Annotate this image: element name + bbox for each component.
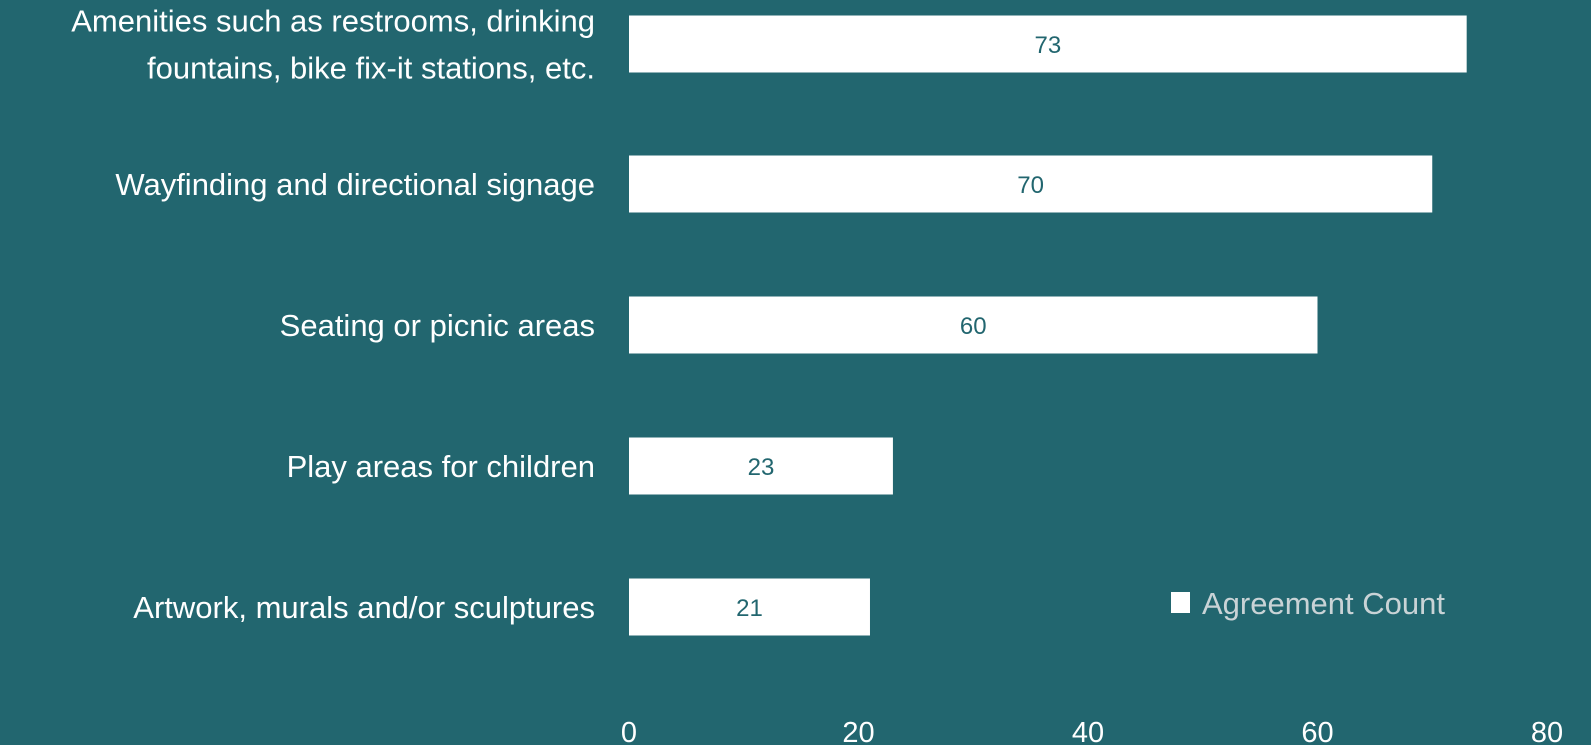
x-tick-label: 0: [621, 717, 637, 745]
category-label: Wayfinding and directional signage: [115, 167, 595, 202]
category-label: Artwork, murals and/or sculptures: [133, 590, 595, 625]
data-label: 60: [960, 313, 987, 340]
bar: [629, 155, 1433, 213]
category-label: fountains, bike fix-it stations, etc.: [147, 51, 595, 86]
data-label: 23: [748, 454, 775, 481]
legend-swatch: [1171, 592, 1190, 613]
bars-layer: 73 70 60 23 21: [629, 15, 1467, 636]
bar: [629, 578, 870, 636]
data-label: 21: [736, 595, 763, 622]
bar: [629, 15, 1467, 73]
x-tick-label: 80: [1531, 717, 1563, 745]
bar: [629, 296, 1318, 354]
x-tick-label: 40: [1072, 717, 1104, 745]
data-label: 73: [1034, 32, 1061, 59]
x-axis-ticks: 0 20 40 60 80: [621, 717, 1563, 745]
category-label: Amenities such as restrooms, drinking: [71, 4, 595, 39]
category-labels: Amenities such as restrooms, drinking fou…: [71, 4, 595, 626]
x-tick-label: 20: [842, 717, 874, 745]
data-label: 70: [1017, 172, 1044, 199]
bar: [629, 437, 893, 495]
category-label: Play areas for children: [287, 449, 595, 484]
category-label: Seating or picnic areas: [280, 308, 595, 343]
legend: Agreement Count: [1171, 586, 1445, 621]
x-tick-label: 60: [1301, 717, 1333, 745]
legend-label: Agreement Count: [1202, 586, 1445, 621]
